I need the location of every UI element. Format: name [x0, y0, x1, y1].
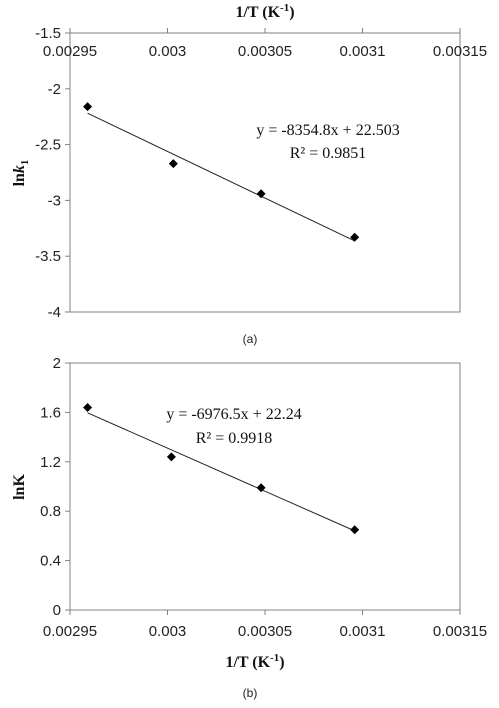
y-tick-label: 1.2: [40, 454, 61, 471]
x-tick-label: 0.00305: [238, 623, 292, 640]
x-tick-label: 0.00315: [433, 43, 487, 60]
y-tick-label: -1.5: [35, 25, 61, 42]
chart-a-x-ticks: 0.00295 0.003 0.00305 0.0031 0.00315: [43, 28, 487, 60]
y-tick-label: -4: [48, 304, 61, 321]
chart-b-panel-label: (b): [243, 686, 258, 700]
data-point: [166, 452, 176, 462]
chart-a-frame: [69, 32, 461, 313]
data-point: [83, 102, 93, 112]
chart-a-r-squared: R² = 0.9851: [290, 145, 367, 162]
chart-b-x-title: 1/T (K-1): [225, 652, 284, 671]
trendline: [87, 412, 355, 532]
y-tick-label: 0.4: [40, 553, 61, 570]
data-point: [256, 189, 266, 199]
data-point: [256, 483, 266, 493]
data-point: [350, 232, 360, 242]
chart-b-equation: y = -6976.5x + 22.24: [166, 406, 301, 423]
y-tick-label: -3: [48, 192, 61, 209]
data-point: [350, 525, 360, 535]
chart-b-r-squared: R² = 0.9918: [196, 430, 273, 447]
y-tick-label: -2: [48, 81, 61, 98]
x-tick-label: 0.00295: [43, 43, 97, 60]
chart-a-y-title: lnk1: [11, 160, 31, 187]
x-tick-label: 0.003: [149, 623, 187, 640]
chart-b-x-ticks: 0.00295 0.003 0.00305 0.0031 0.00315: [43, 610, 487, 640]
chart-a-panel-label: (a): [243, 332, 258, 346]
x-tick-label: 0.00315: [433, 623, 487, 640]
chart-b-trendline-group: [87, 412, 355, 532]
x-tick-label: 0.0031: [340, 623, 386, 640]
y-tick-label: 0.8: [40, 503, 61, 520]
y-tick-label: -2.5: [35, 137, 61, 154]
chart-a-y-ticks: -1.5 -2 -2.5 -3 -3.5 -4: [35, 25, 70, 321]
chart-b-y-ticks: 2 1.6 1.2 0.8 0.4 0: [40, 355, 70, 619]
x-tick-label: 0.00305: [238, 43, 292, 60]
x-tick-label: 0.0031: [340, 43, 386, 60]
y-tick-label: -3.5: [35, 248, 61, 265]
trendline: [87, 112, 355, 242]
x-tick-label: 0.00295: [43, 623, 97, 640]
chart-a-trendline-group: [87, 112, 355, 242]
data-point: [83, 402, 93, 412]
chart-a: 1/T (K-1) lnk1 0.00295 0.003 0.00305 0.0031…: [11, 2, 487, 346]
chart-a-x-title: 1/T (K-1): [235, 2, 294, 21]
y-tick-label: 0: [53, 602, 61, 619]
chart-b-frame: [69, 362, 461, 611]
x-tick-label: 0.003: [149, 43, 187, 60]
chart-b: 1/T (K-1) lnK 0.00295 0.003 0.00305 0.0031 0…: [11, 355, 487, 700]
y-tick-label: 1.6: [40, 404, 61, 421]
chart-a-points: [83, 102, 360, 242]
chart-a-equation: y = -8354.8x + 22.503: [256, 122, 399, 139]
chart-b-y-title: lnK: [11, 474, 28, 500]
data-point: [168, 159, 178, 169]
chart-b-points: [83, 402, 360, 535]
y-tick-label: 2: [53, 355, 61, 372]
